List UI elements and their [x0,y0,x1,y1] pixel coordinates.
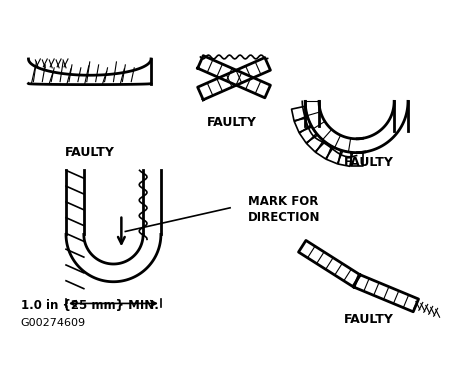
Text: 1.0 in {25 mm} MIN.: 1.0 in {25 mm} MIN. [20,298,158,312]
Text: MARK FOR
DIRECTION: MARK FOR DIRECTION [248,195,320,224]
Text: FAULTY: FAULTY [207,116,257,129]
Text: FAULTY: FAULTY [65,146,115,159]
Text: G00274609: G00274609 [20,318,86,328]
Text: FAULTY: FAULTY [344,313,393,326]
Text: FAULTY: FAULTY [344,156,393,168]
